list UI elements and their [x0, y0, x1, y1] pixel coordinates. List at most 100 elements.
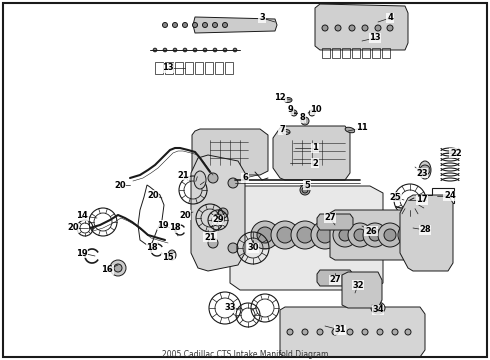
Bar — [432, 188, 454, 203]
Bar — [155, 62, 163, 74]
Ellipse shape — [194, 171, 206, 189]
Ellipse shape — [282, 130, 290, 135]
Circle shape — [331, 221, 359, 249]
Bar — [362, 48, 370, 58]
Circle shape — [277, 227, 293, 243]
Text: 26: 26 — [365, 226, 377, 235]
Circle shape — [202, 22, 207, 27]
Circle shape — [333, 223, 357, 247]
Text: 18: 18 — [169, 224, 181, 233]
Ellipse shape — [168, 250, 176, 260]
Circle shape — [378, 223, 402, 247]
Circle shape — [302, 187, 308, 193]
Text: 18: 18 — [146, 243, 158, 252]
Circle shape — [218, 208, 228, 218]
Bar — [342, 48, 350, 58]
Circle shape — [375, 25, 381, 31]
Circle shape — [363, 223, 387, 247]
Circle shape — [193, 22, 197, 27]
Circle shape — [251, 221, 279, 249]
Text: 20: 20 — [114, 180, 126, 189]
Circle shape — [311, 221, 339, 249]
Text: 21: 21 — [177, 171, 189, 180]
Circle shape — [317, 329, 323, 335]
Circle shape — [172, 22, 177, 27]
Circle shape — [257, 227, 273, 243]
Circle shape — [309, 110, 315, 116]
Circle shape — [362, 25, 368, 31]
Circle shape — [349, 25, 355, 31]
Text: 10: 10 — [310, 105, 322, 114]
Bar — [215, 62, 223, 74]
Text: 15: 15 — [162, 253, 174, 262]
Text: 8: 8 — [299, 113, 305, 122]
Circle shape — [203, 48, 207, 52]
Polygon shape — [400, 195, 453, 271]
Polygon shape — [191, 155, 245, 271]
Circle shape — [354, 229, 366, 241]
Bar — [322, 48, 330, 58]
Circle shape — [271, 221, 299, 249]
Text: 17: 17 — [416, 195, 428, 204]
Text: 11: 11 — [356, 123, 368, 132]
Text: 27: 27 — [329, 275, 341, 284]
Text: 29: 29 — [212, 216, 224, 225]
Text: 22: 22 — [450, 148, 462, 158]
Text: 34: 34 — [372, 306, 384, 315]
Polygon shape — [192, 129, 268, 175]
Text: 20: 20 — [179, 211, 191, 220]
Text: 3: 3 — [259, 13, 265, 22]
Circle shape — [223, 48, 227, 52]
Circle shape — [173, 48, 177, 52]
Circle shape — [347, 329, 353, 335]
Polygon shape — [317, 214, 353, 230]
Circle shape — [301, 117, 309, 125]
Text: 16: 16 — [101, 266, 113, 274]
Polygon shape — [315, 4, 408, 50]
Circle shape — [183, 48, 187, 52]
Polygon shape — [280, 307, 425, 357]
Text: 13: 13 — [369, 33, 381, 42]
Circle shape — [373, 303, 383, 313]
Text: 19: 19 — [157, 220, 169, 230]
Circle shape — [228, 178, 238, 188]
Circle shape — [163, 22, 168, 27]
Text: 20: 20 — [67, 224, 79, 233]
Circle shape — [398, 223, 422, 247]
Text: 4: 4 — [387, 13, 393, 22]
Circle shape — [213, 48, 217, 52]
Text: 21: 21 — [204, 233, 216, 242]
Circle shape — [322, 25, 328, 31]
Polygon shape — [193, 17, 277, 33]
Circle shape — [348, 223, 372, 247]
Text: 27: 27 — [324, 213, 336, 222]
Polygon shape — [317, 270, 353, 286]
Bar — [225, 62, 233, 74]
Bar — [205, 62, 213, 74]
Circle shape — [362, 329, 368, 335]
Text: 19: 19 — [76, 248, 88, 257]
Text: 7: 7 — [279, 126, 285, 135]
Circle shape — [392, 329, 398, 335]
Bar — [382, 48, 390, 58]
Bar — [352, 48, 360, 58]
Text: 30: 30 — [247, 243, 259, 252]
Bar — [165, 62, 173, 74]
Circle shape — [337, 227, 353, 243]
Text: 13: 13 — [162, 63, 174, 72]
Circle shape — [193, 48, 197, 52]
Bar — [332, 48, 340, 58]
Circle shape — [208, 238, 218, 248]
Ellipse shape — [284, 98, 292, 103]
Text: 28: 28 — [419, 225, 431, 234]
Circle shape — [317, 227, 333, 243]
Text: 2: 2 — [312, 158, 318, 167]
Text: 25: 25 — [389, 193, 401, 202]
Bar — [185, 62, 193, 74]
Text: 23: 23 — [416, 168, 428, 177]
Bar — [372, 48, 380, 58]
Circle shape — [405, 329, 411, 335]
Text: 33: 33 — [224, 303, 236, 312]
Circle shape — [377, 329, 383, 335]
Circle shape — [384, 229, 396, 241]
